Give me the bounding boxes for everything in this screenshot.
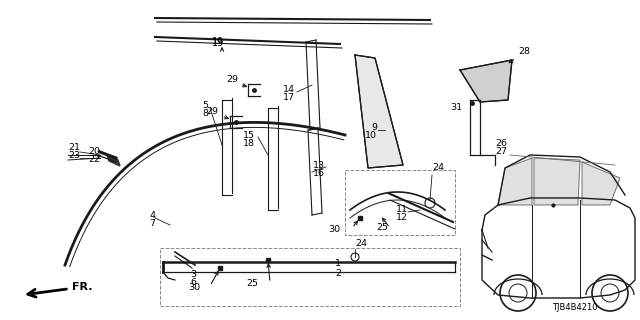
- Text: 18: 18: [243, 139, 255, 148]
- Text: 25: 25: [246, 278, 258, 287]
- Text: 20: 20: [88, 148, 100, 156]
- Text: 9: 9: [371, 124, 377, 132]
- Text: FR.: FR.: [28, 282, 93, 297]
- Text: 8: 8: [202, 108, 208, 117]
- Text: 22: 22: [88, 156, 100, 164]
- Text: 4: 4: [149, 211, 155, 220]
- Text: 19: 19: [212, 38, 224, 48]
- Text: 2: 2: [335, 269, 341, 278]
- Polygon shape: [534, 158, 580, 205]
- Text: 14: 14: [283, 85, 295, 94]
- Text: 11: 11: [396, 205, 408, 214]
- Polygon shape: [460, 60, 512, 102]
- Text: 28: 28: [518, 47, 530, 57]
- Text: 13: 13: [313, 161, 325, 170]
- Text: 1: 1: [335, 260, 341, 268]
- Text: 12: 12: [396, 213, 408, 222]
- Text: 6: 6: [190, 278, 196, 287]
- Text: 26: 26: [495, 139, 507, 148]
- Text: 30: 30: [188, 284, 200, 292]
- Polygon shape: [582, 162, 620, 205]
- Text: 3: 3: [190, 270, 196, 279]
- Text: 27: 27: [495, 147, 507, 156]
- Polygon shape: [107, 155, 120, 166]
- Text: TJB4B4210: TJB4B4210: [552, 303, 598, 312]
- Text: 10: 10: [365, 132, 377, 140]
- Polygon shape: [498, 158, 532, 205]
- Text: 19: 19: [212, 37, 224, 46]
- Text: 23: 23: [68, 151, 80, 161]
- Text: 21: 21: [68, 143, 80, 153]
- Bar: [345, 170, 455, 235]
- Text: 29: 29: [206, 108, 218, 116]
- Text: 15: 15: [243, 131, 255, 140]
- Text: 5: 5: [202, 100, 208, 109]
- Text: 16: 16: [313, 169, 325, 178]
- Text: 24: 24: [355, 239, 367, 248]
- Bar: [160, 248, 460, 306]
- Text: 29: 29: [226, 76, 238, 84]
- Polygon shape: [355, 55, 403, 168]
- Text: 7: 7: [149, 219, 155, 228]
- Text: 17: 17: [283, 93, 295, 102]
- Text: 30: 30: [328, 226, 340, 235]
- Text: 24: 24: [432, 164, 444, 172]
- Text: 31: 31: [450, 103, 462, 113]
- Text: 25: 25: [376, 223, 388, 233]
